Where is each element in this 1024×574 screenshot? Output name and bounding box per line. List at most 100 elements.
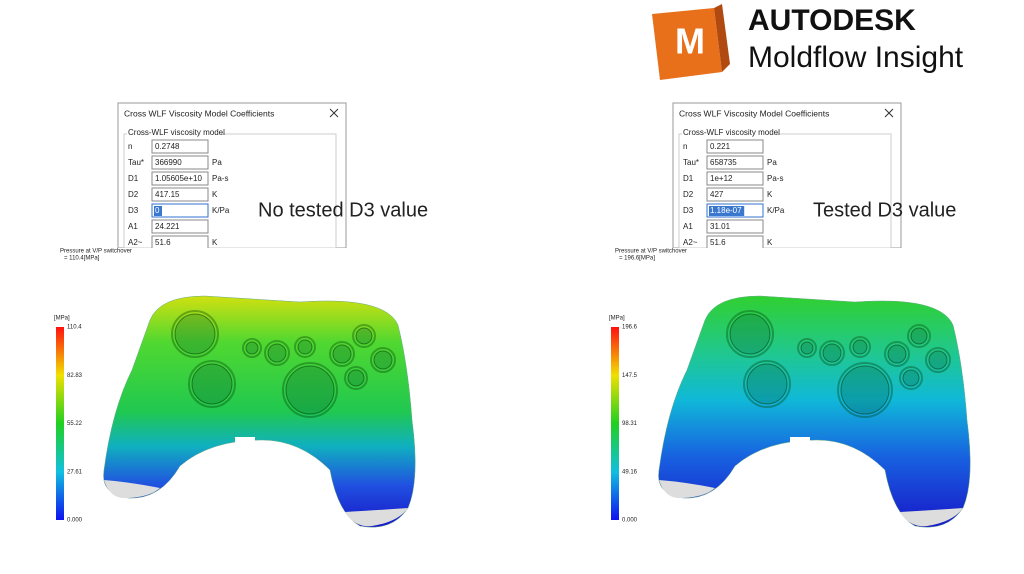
- field-label: D1: [128, 174, 139, 183]
- field-label: Tau*: [683, 158, 699, 167]
- scale-label: 196.6: [622, 325, 638, 331]
- crop: [117, 248, 349, 254]
- field-value: 1.18e-07: [710, 206, 742, 215]
- controller: [658, 295, 971, 528]
- button-ring: [282, 362, 338, 418]
- field-label: D3: [128, 206, 139, 215]
- field-input: [151, 139, 209, 154]
- logo: M AUTODESK Moldflow Insight: [652, 4, 964, 80]
- button-ring: [837, 362, 893, 418]
- field-value: 24.221: [155, 222, 180, 231]
- logo-product: Moldflow Insight: [748, 41, 964, 74]
- scale-unit: [MPa]: [609, 316, 625, 322]
- button-hole: [191, 363, 233, 405]
- field-label: n: [683, 142, 687, 151]
- field-input: [151, 155, 209, 170]
- button-hole: [822, 343, 842, 363]
- button-hole: [347, 369, 365, 387]
- button-ring: [352, 324, 376, 348]
- scale-label: 110.4: [67, 325, 82, 331]
- crop: [672, 248, 904, 254]
- selection: [709, 206, 745, 216]
- unfilled-left: [659, 480, 715, 499]
- field-value: 366990: [155, 158, 182, 167]
- button-hole: [800, 341, 814, 355]
- logo-brand: AUTODESK: [748, 4, 916, 37]
- panel: Cross WLF Viscosity Model Coefficients Cr…: [609, 102, 971, 528]
- field-label: D1: [683, 174, 694, 183]
- unfilled-left: [104, 480, 160, 499]
- logo-box: [652, 8, 722, 80]
- field-input: [706, 219, 764, 234]
- result-title: Pressure at V/P switchover: [615, 249, 687, 255]
- field-input: [151, 219, 209, 234]
- field-label: n: [128, 142, 132, 151]
- result-title: Pressure at V/P switchover: [60, 249, 132, 255]
- scale-label: 98.31: [622, 421, 638, 427]
- button-ring: [884, 341, 910, 367]
- button-hole: [245, 341, 259, 355]
- button-ring: [188, 360, 236, 408]
- field-input: [706, 187, 764, 202]
- dialog: Cross WLF Viscosity Model Coefficients Cr…: [672, 102, 904, 254]
- field-label: A1: [128, 222, 138, 231]
- field-value: 427: [710, 190, 724, 199]
- field-input: [151, 203, 209, 218]
- field-unit: Pa: [212, 158, 222, 167]
- group-bg: [682, 128, 776, 138]
- field-label: A1: [683, 222, 693, 231]
- field-value: 0: [155, 206, 160, 215]
- button-hole: [174, 313, 216, 355]
- field-unit: K: [212, 238, 218, 247]
- button-ring: [743, 360, 791, 408]
- result-subtitle: = 110.4[MPa]: [64, 256, 100, 262]
- button-hole: [729, 313, 771, 355]
- button-hole: [910, 327, 928, 345]
- controller: [103, 295, 416, 528]
- scale-label: 49.16: [622, 469, 638, 475]
- notch: [235, 437, 255, 443]
- button-ring: [344, 366, 368, 390]
- field-value: 31.01: [710, 222, 731, 231]
- close-icon: [329, 108, 339, 118]
- scale-label: 27.61: [67, 469, 83, 475]
- field-label: Tau*: [128, 158, 144, 167]
- result-subtitle: = 196.6[MPa]: [619, 256, 655, 262]
- field-label: A2~: [128, 238, 143, 247]
- field-label: A2~: [683, 238, 698, 247]
- field-value: 51.6: [710, 238, 726, 247]
- field-label: D2: [128, 190, 139, 199]
- scale-label: 0.000: [622, 518, 638, 524]
- button-ring: [329, 341, 355, 367]
- field-unit: Pa: [767, 158, 777, 167]
- field-label: D2: [683, 190, 694, 199]
- scale-label: 0.000: [67, 518, 83, 524]
- field-value: 1.05605e+10: [155, 174, 202, 183]
- button-ring: [726, 310, 774, 358]
- dialog-title: Cross WLF Viscosity Model Coefficients: [679, 108, 829, 118]
- button-ring: [907, 324, 931, 348]
- panel: Cross WLF Viscosity Model Coefficients Cr…: [54, 102, 428, 528]
- button-ring: [370, 347, 396, 373]
- scale-label: 147.5: [622, 373, 638, 379]
- dialog-title: Cross WLF Viscosity Model Coefficients: [124, 108, 274, 118]
- unfilled-right: [900, 508, 963, 527]
- notch: [790, 437, 810, 443]
- button-ring: [899, 366, 923, 390]
- button-hole: [332, 344, 352, 364]
- button-hole: [746, 363, 788, 405]
- color-bar: [56, 327, 64, 520]
- button-ring: [797, 338, 817, 358]
- button-ring: [819, 340, 845, 366]
- field-value: 0.221: [710, 142, 731, 151]
- scale-label: 55.22: [67, 421, 83, 427]
- button-hole: [355, 327, 373, 345]
- button-hole: [840, 365, 890, 415]
- caption: No tested D3 value: [258, 199, 428, 221]
- button-hole: [887, 344, 907, 364]
- group-bg: [127, 128, 221, 138]
- field-label: D3: [683, 206, 694, 215]
- field-unit: Pa-s: [212, 174, 228, 183]
- field-input: [706, 171, 764, 186]
- button-ring: [925, 347, 951, 373]
